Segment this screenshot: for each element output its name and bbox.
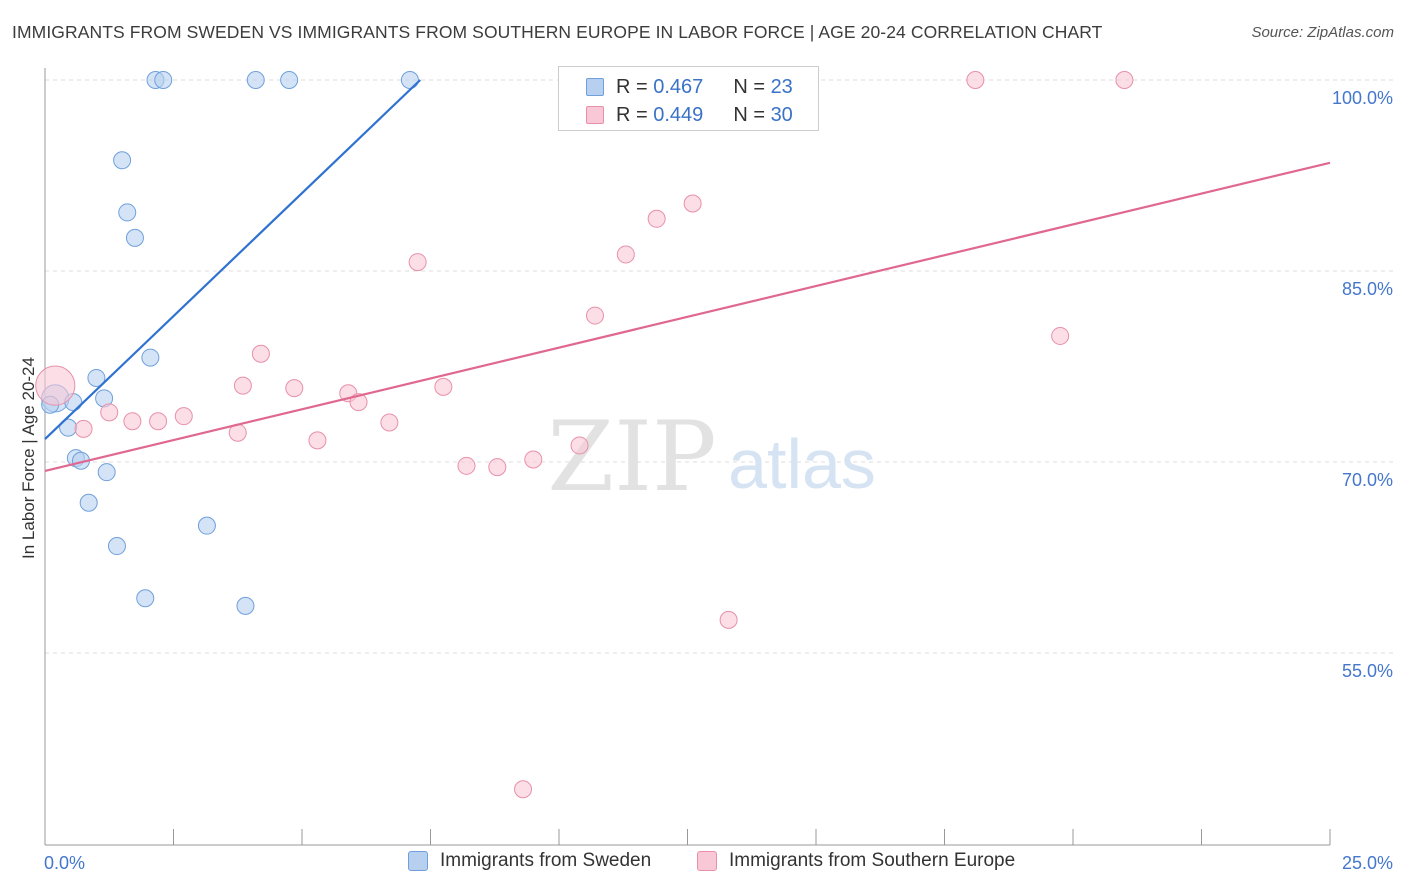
point-sweden	[107, 537, 126, 556]
chart-title: IMMIGRANTS FROM SWEDEN VS IMMIGRANTS FRO…	[12, 22, 1103, 42]
point-southern	[719, 610, 738, 629]
point-southern	[123, 412, 142, 431]
bottom-swatch-southern	[697, 851, 717, 871]
point-sweden	[97, 463, 116, 482]
point-sweden	[113, 151, 132, 170]
point-sweden	[154, 71, 173, 89]
point-southern	[380, 413, 399, 432]
trend-line-southern	[44, 161, 1331, 472]
y-tick-label: 70.0%	[1342, 470, 1393, 490]
legend-r-value: 0.449	[653, 103, 704, 126]
bottom-legend-sweden: Immigrants from Sweden	[408, 850, 651, 872]
point-sweden	[400, 71, 419, 89]
point-sweden	[246, 71, 265, 89]
point-southern	[285, 379, 304, 398]
point-southern	[647, 209, 666, 228]
grid-lines	[45, 79, 1395, 654]
legend-n-value: 23	[770, 75, 793, 98]
point-southern	[434, 377, 453, 396]
source-label: Source: ZipAtlas.com	[1251, 24, 1394, 41]
legend-r-label: R =	[616, 75, 654, 98]
point-sweden	[141, 348, 160, 367]
point-southern	[1051, 326, 1070, 345]
point-sweden	[79, 493, 98, 512]
axes	[44, 68, 1331, 846]
bottom-label-sweden: Immigrants from Sweden	[440, 850, 652, 871]
point-southern	[616, 245, 635, 264]
bottom-label-southern: Immigrants from Southern Europe	[729, 850, 1016, 871]
point-southern	[74, 419, 93, 438]
x-tick-label-min: 0.0%	[44, 853, 85, 873]
correlation-legend: R = 0.467 N = 23 R = 0.449 N = 30	[558, 66, 819, 131]
y-tick-labels: 100.0% 85.0% 70.0% 55.0%	[1332, 88, 1393, 681]
y-tick-label: 55.0%	[1342, 661, 1393, 681]
x-tick-labels: 0.0% 25.0%	[44, 853, 1393, 873]
point-southern	[251, 344, 270, 363]
legend-row-southern: R = 0.449 N = 30	[559, 100, 793, 130]
point-southern	[308, 431, 327, 450]
point-southern	[149, 412, 168, 431]
legend-n-label: N =	[733, 75, 771, 98]
point-southern	[683, 194, 702, 213]
legend-row-sweden: R = 0.467 N = 23	[559, 72, 793, 102]
point-sweden	[87, 368, 106, 387]
point-southern	[233, 376, 252, 395]
trend-lines	[44, 79, 1331, 472]
point-southern	[408, 253, 427, 272]
y-axis-label: In Labor Force | Age 20-24	[19, 357, 38, 559]
point-southern	[524, 450, 543, 469]
point-sweden	[118, 203, 137, 222]
point-southern	[457, 456, 476, 475]
bottom-legend-southern: Immigrants from Southern Europe	[697, 850, 1015, 872]
point-southern	[966, 71, 985, 89]
point-southern	[585, 306, 604, 325]
y-tick-label: 100.0%	[1332, 88, 1393, 108]
point-southern	[514, 780, 533, 799]
point-southern	[349, 393, 368, 412]
legend-r-value: 0.467	[653, 75, 704, 98]
point-southern	[100, 403, 119, 422]
legend-n-label: N =	[733, 103, 771, 126]
legend-swatch-sweden	[586, 78, 604, 96]
legend-n-value: 30	[770, 103, 793, 126]
point-sweden	[197, 516, 216, 535]
point-southern	[570, 436, 589, 455]
point-southern	[35, 365, 76, 406]
bottom-swatch-sweden	[408, 851, 428, 871]
point-sweden	[280, 71, 299, 89]
x-tick-label-max: 25.0%	[1342, 853, 1393, 873]
y-tick-label: 85.0%	[1342, 279, 1393, 299]
point-southern	[1115, 71, 1134, 89]
point-sweden	[136, 589, 155, 608]
point-sweden	[236, 596, 255, 615]
watermark-atlas: atlas	[728, 425, 876, 503]
legend-r-label: R =	[616, 103, 654, 126]
watermark-zip: ZIP	[547, 401, 716, 513]
point-sweden	[125, 228, 144, 247]
watermark: ZIP atlas	[547, 401, 876, 513]
point-southern	[174, 407, 193, 426]
data-points	[35, 71, 1134, 799]
point-southern	[488, 458, 507, 477]
legend-swatch-southern	[586, 106, 604, 124]
trend-line-sweden	[44, 79, 421, 440]
